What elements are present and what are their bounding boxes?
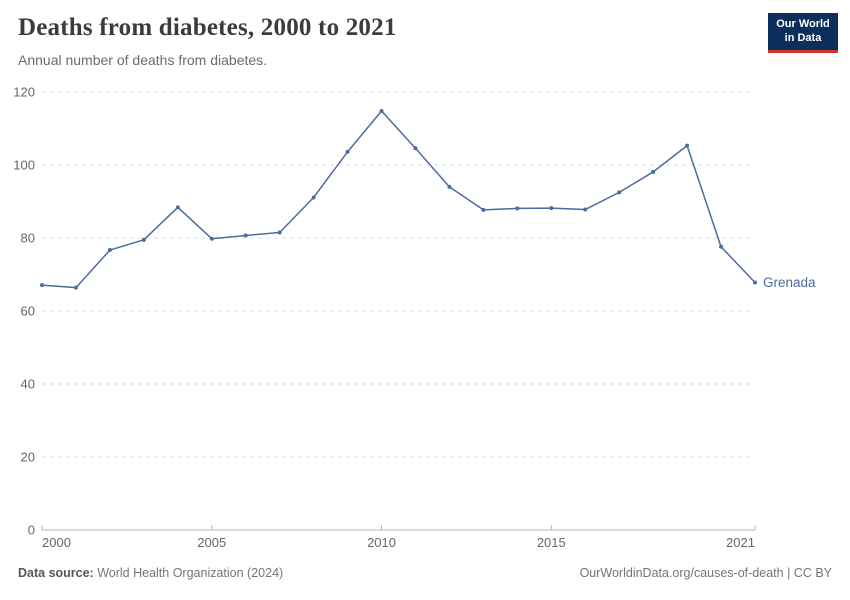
series-end-label: Grenada <box>763 275 816 290</box>
x-tick-label: 2005 <box>197 535 226 550</box>
data-point <box>515 206 520 211</box>
credit-link[interactable]: OurWorldinData.org/causes-of-death | CC … <box>579 566 832 580</box>
owid-logo-line1: Our World <box>776 18 830 30</box>
data-point <box>73 285 78 290</box>
y-tick-label: 100 <box>13 158 35 173</box>
data-point <box>209 236 214 241</box>
data-point <box>651 169 656 174</box>
y-tick-label: 40 <box>21 377 35 392</box>
data-point <box>447 184 452 189</box>
data-point <box>345 149 350 154</box>
data-point <box>40 283 44 288</box>
data-line <box>41 110 756 289</box>
data-point <box>481 207 486 212</box>
data-point <box>277 230 282 235</box>
page-title: Deaths from diabetes, 2000 to 2021 <box>18 14 397 41</box>
data-point <box>413 146 418 151</box>
data-point <box>175 205 180 210</box>
y-tick-label: 80 <box>21 231 35 246</box>
y-tick-label: 60 <box>21 304 35 319</box>
y-tick-label: 0 <box>28 523 35 538</box>
y-tick-label: 20 <box>21 450 35 465</box>
data-source: Data source: World Health Organization (… <box>18 566 283 580</box>
data-source-value: World Health Organization (2024) <box>93 566 284 580</box>
x-tick-label: 2015 <box>537 535 566 550</box>
data-point <box>719 244 724 249</box>
x-tick-label: 2000 <box>42 535 71 550</box>
data-point <box>685 143 690 148</box>
data-point <box>107 248 112 253</box>
data-point <box>379 108 384 113</box>
data-point <box>141 237 146 242</box>
data-point <box>617 190 622 195</box>
data-source-label: Data source: <box>18 566 94 580</box>
owid-logo-line2: in Data <box>784 31 822 44</box>
page-subtitle: Annual number of deaths from diabetes. <box>18 52 268 68</box>
data-point <box>549 206 554 211</box>
data-point <box>583 207 588 212</box>
x-tick-label: 2021 <box>726 535 755 550</box>
x-tick-label: 2010 <box>367 535 396 550</box>
y-tick-label: 120 <box>13 85 35 100</box>
data-point <box>243 233 248 238</box>
data-point <box>311 195 316 200</box>
data-point <box>753 280 757 285</box>
owid-logo[interactable]: Our World in Data <box>768 13 838 53</box>
line-chart: 0 20 40 60 80 100 120 2000 2005 2010 2015 2021 Grena… <box>13 85 816 551</box>
chart-footer: Data source: World Health Organization (… <box>18 566 832 580</box>
